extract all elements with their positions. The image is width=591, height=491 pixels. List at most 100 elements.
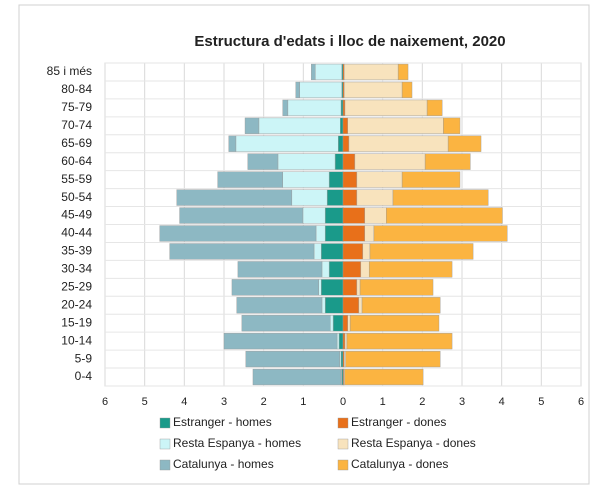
bar <box>347 315 351 332</box>
bar <box>231 279 320 296</box>
legend-label: Resta Espanya - dones <box>351 436 476 450</box>
bar <box>364 225 375 242</box>
bar <box>346 333 453 350</box>
bar <box>328 171 344 188</box>
x-tick-label: 3 <box>221 396 227 408</box>
x-tick-label: 4 <box>499 396 505 408</box>
legend-label: Resta Espanya - homes <box>173 436 301 450</box>
bar <box>330 315 334 332</box>
bar <box>359 279 434 296</box>
legend-swatch <box>159 417 171 429</box>
bar <box>228 135 237 152</box>
bar <box>344 333 348 350</box>
bar <box>332 315 344 332</box>
bar <box>320 243 344 260</box>
bar <box>302 207 326 224</box>
bar <box>241 315 331 332</box>
bar <box>324 207 344 224</box>
bar <box>291 189 328 206</box>
bar <box>299 81 343 99</box>
bar <box>343 350 346 368</box>
bar <box>169 243 315 260</box>
bar <box>345 350 441 368</box>
bar <box>401 81 413 99</box>
bar <box>343 63 399 81</box>
y-tick-label: 60-64 <box>61 154 92 168</box>
bar <box>342 315 348 332</box>
legend-label: Catalunya - dones <box>351 457 448 471</box>
bar <box>443 117 461 134</box>
bar <box>237 261 323 278</box>
bar <box>282 171 330 188</box>
x-tick-label: 5 <box>538 396 544 408</box>
bar <box>318 279 322 296</box>
bar <box>364 207 387 224</box>
legend-swatch <box>337 438 349 450</box>
y-tick-label: 75-79 <box>61 100 92 114</box>
bar <box>245 350 341 368</box>
bar <box>287 99 342 116</box>
bar <box>247 153 279 170</box>
bar <box>340 117 344 134</box>
bar <box>369 243 474 260</box>
bar <box>342 207 366 224</box>
bar <box>320 279 344 296</box>
bar <box>342 171 358 188</box>
bar <box>236 297 323 314</box>
bar <box>342 189 358 206</box>
bar <box>326 189 344 206</box>
x-tick-label: 2 <box>261 396 267 408</box>
y-tick-label: 70-74 <box>61 118 92 132</box>
bar <box>338 135 344 152</box>
bar <box>179 207 304 224</box>
bar <box>386 207 503 224</box>
bar <box>340 350 344 368</box>
x-tick-label: 1 <box>380 396 386 408</box>
bar <box>324 297 344 314</box>
bar <box>235 135 339 152</box>
bar <box>344 368 424 386</box>
bar <box>321 297 326 314</box>
y-tick-label: 15-19 <box>61 315 92 329</box>
bar <box>313 243 322 260</box>
legend-swatch <box>159 438 171 450</box>
y-tick-label: 5-9 <box>75 351 93 365</box>
bar <box>401 171 461 188</box>
legend-label: Estranger - homes <box>173 415 272 429</box>
bar <box>315 225 326 242</box>
bar <box>447 135 482 152</box>
bar <box>349 315 440 332</box>
bar <box>362 243 371 260</box>
x-tick-label: 3 <box>459 396 465 408</box>
bar <box>342 243 364 260</box>
bar <box>343 81 403 99</box>
x-tick-label: 0 <box>340 396 346 408</box>
y-tick-label: 65-69 <box>61 136 92 150</box>
x-tick-label: 6 <box>578 396 584 408</box>
legend-label: Catalunya - homes <box>173 457 274 471</box>
bar <box>244 117 260 134</box>
bar <box>223 333 338 350</box>
bar <box>356 189 394 206</box>
bar <box>334 153 344 170</box>
y-tick-label: 0-4 <box>75 369 93 383</box>
bar <box>348 135 449 152</box>
bar <box>368 261 453 278</box>
bar <box>344 99 428 116</box>
bar <box>277 153 336 170</box>
y-tick-label: 25-29 <box>61 279 92 293</box>
bar <box>217 171 283 188</box>
bar <box>342 153 356 170</box>
y-tick-label: 55-59 <box>61 172 92 186</box>
bar <box>342 99 346 116</box>
bar <box>252 368 342 386</box>
bar <box>342 117 348 134</box>
legend-swatch <box>337 417 349 429</box>
bar <box>342 225 366 242</box>
y-tick-label: 40-44 <box>61 226 92 240</box>
y-tick-label: 30-34 <box>61 262 92 276</box>
legend-swatch <box>159 459 171 471</box>
bar <box>392 189 489 206</box>
bar <box>354 153 426 170</box>
